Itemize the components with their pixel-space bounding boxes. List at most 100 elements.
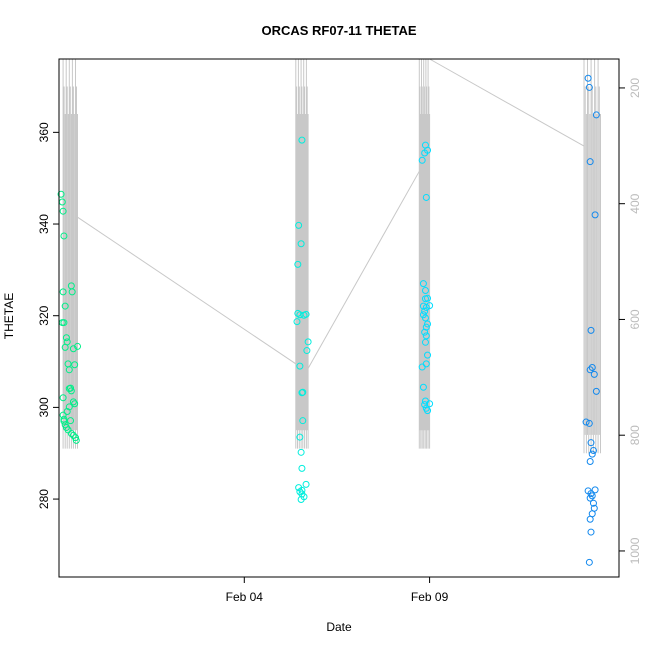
data-point xyxy=(424,320,432,328)
data-point xyxy=(585,558,593,566)
y-tick-label: 340 xyxy=(37,214,51,234)
data-point xyxy=(422,193,430,201)
data-point xyxy=(61,302,69,310)
data-points xyxy=(57,74,600,566)
data-point xyxy=(586,494,594,502)
data-point xyxy=(69,345,77,353)
background-traces xyxy=(62,58,601,454)
data-point xyxy=(424,351,432,359)
data-point xyxy=(57,190,65,198)
data-point xyxy=(71,434,79,442)
data-point xyxy=(585,83,593,91)
data-point xyxy=(421,295,429,303)
data-point xyxy=(588,450,596,458)
data-point xyxy=(589,446,597,454)
data-point xyxy=(302,480,310,488)
data-point xyxy=(299,417,307,425)
trace-connector xyxy=(429,58,585,147)
chart-title: ORCAS RF07-11 THETAE xyxy=(261,23,416,38)
data-point xyxy=(294,260,302,268)
data-point xyxy=(586,158,594,166)
data-point xyxy=(67,430,75,438)
data-point xyxy=(60,232,68,240)
data-point xyxy=(424,407,432,415)
data-point xyxy=(418,363,426,371)
data-point xyxy=(298,486,306,494)
data-point xyxy=(421,307,429,315)
data-point xyxy=(421,149,429,157)
data-point xyxy=(421,314,429,322)
data-point xyxy=(63,408,71,416)
data-point xyxy=(68,288,76,296)
data-point xyxy=(59,288,67,296)
x-tick-label: Feb 09 xyxy=(411,590,449,604)
y2-tick-label: 200 xyxy=(628,78,642,98)
data-point xyxy=(74,342,82,350)
data-point xyxy=(421,401,429,409)
data-point xyxy=(69,398,77,406)
data-point xyxy=(584,74,592,82)
data-point xyxy=(592,111,600,119)
data-point xyxy=(588,364,596,372)
data-point xyxy=(295,221,303,229)
data-point xyxy=(419,280,427,288)
data-point xyxy=(586,515,594,523)
data-point xyxy=(294,309,302,317)
y-tick-label: 320 xyxy=(37,305,51,325)
data-point xyxy=(582,418,590,426)
data-point xyxy=(592,387,600,395)
data-point xyxy=(418,156,426,164)
data-point xyxy=(590,370,598,378)
data-point xyxy=(421,328,429,336)
data-point xyxy=(297,448,305,456)
y-tick-label: 360 xyxy=(37,122,51,142)
y-tick-label: 280 xyxy=(37,489,51,509)
data-point xyxy=(296,433,304,441)
data-point xyxy=(426,400,434,408)
y-axis-label: THETAE xyxy=(2,293,16,339)
data-point xyxy=(422,332,430,340)
y-tick-label: 300 xyxy=(37,397,51,417)
x-axis-label: Date xyxy=(326,620,352,634)
trace-cluster xyxy=(583,59,601,454)
data-point xyxy=(299,388,307,396)
data-point xyxy=(585,419,593,427)
axes: 280 300 320 340 360 200 400 600 800 1000 Feb 04 Feb… xyxy=(37,58,642,604)
data-point xyxy=(293,318,301,326)
data-point xyxy=(67,417,75,425)
data-point xyxy=(419,383,427,391)
data-point xyxy=(422,323,430,331)
data-point xyxy=(61,343,69,351)
data-point xyxy=(62,334,70,342)
plot-frame xyxy=(58,58,620,578)
data-point xyxy=(59,207,67,215)
data-point xyxy=(587,528,595,536)
trace-connector xyxy=(77,216,297,365)
y2-tick-label: 400 xyxy=(628,193,642,213)
trace-connector xyxy=(307,171,420,369)
data-point xyxy=(65,385,73,393)
trace-cluster xyxy=(62,59,78,449)
data-point xyxy=(588,492,596,500)
data-point xyxy=(60,417,68,425)
y2-tick-label: 600 xyxy=(628,309,642,329)
data-point xyxy=(302,310,310,318)
x-tick-label: Feb 04 xyxy=(226,590,264,604)
data-point xyxy=(421,286,429,294)
data-point xyxy=(589,499,597,507)
data-point xyxy=(297,496,305,504)
data-point xyxy=(297,240,305,248)
data-point xyxy=(67,387,75,395)
data-point xyxy=(421,338,429,346)
data-point xyxy=(72,436,80,444)
data-point xyxy=(298,136,306,144)
data-point xyxy=(419,302,427,310)
data-point xyxy=(303,347,311,355)
data-point xyxy=(296,488,304,496)
data-point xyxy=(65,403,73,411)
data-point xyxy=(298,464,306,472)
data-point xyxy=(69,431,77,439)
data-point xyxy=(587,326,595,334)
data-point xyxy=(65,366,73,374)
